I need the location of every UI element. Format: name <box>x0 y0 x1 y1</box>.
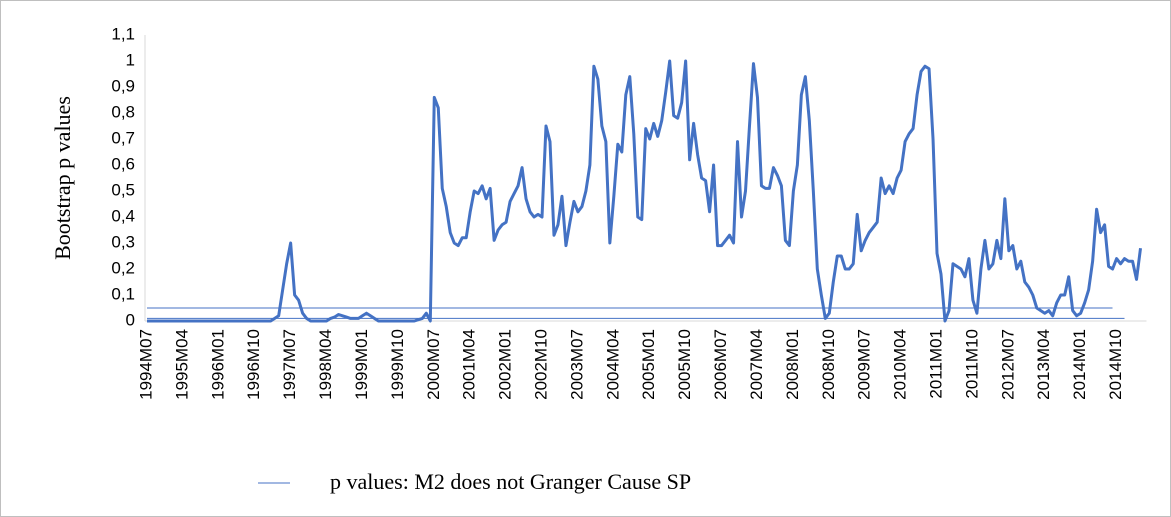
y-tick-label: 0 <box>126 310 135 329</box>
x-tick-label: 1996M01 <box>208 329 227 400</box>
y-tick-label: 0,4 <box>111 206 135 225</box>
x-tick-label: 2012M07 <box>998 329 1017 400</box>
legend-label: p values: M2 does not Granger Cause SP <box>330 469 691 494</box>
x-tick-label: 2000M07 <box>424 329 443 400</box>
x-tick-label: 2005M10 <box>675 329 694 400</box>
x-tick-label: 2014M01 <box>1070 329 1089 400</box>
x-tick-label: 2013M04 <box>1034 329 1053 400</box>
y-axis-title: Bootstrap p values <box>50 96 75 260</box>
y-tick-label: 0,6 <box>111 154 135 173</box>
y-tick-label: 0,7 <box>111 128 135 147</box>
data-line <box>147 59 1142 323</box>
x-tick-label: 1998M04 <box>316 329 335 400</box>
y-tick-label: 0,9 <box>111 76 135 95</box>
x-tick-label: 1994M07 <box>136 329 155 400</box>
x-tick-label: 1997M07 <box>280 329 299 400</box>
x-tick-label: 1999M10 <box>388 329 407 400</box>
x-tick-label: 2007M04 <box>747 329 766 400</box>
x-tick-label: 1999M01 <box>352 329 371 400</box>
x-tick-label: 1995M04 <box>172 329 191 400</box>
x-tick-label: 1996M10 <box>244 329 263 400</box>
x-tick-label: 2011M01 <box>927 329 946 399</box>
y-tick-label: 1 <box>126 50 135 69</box>
y-tick-label: 0,5 <box>111 180 135 199</box>
x-tick-label: 2006M07 <box>711 329 730 400</box>
x-tick-label: 2008M10 <box>819 329 838 400</box>
y-tick-label: 1,1 <box>111 24 135 43</box>
y-tick-label: 0,2 <box>111 258 135 277</box>
y-tick-label: 0,3 <box>111 232 135 251</box>
x-tick-label: 2004M04 <box>603 329 622 400</box>
y-tick-label: 0,1 <box>111 284 135 303</box>
x-tick-label: 2001M04 <box>460 329 479 400</box>
x-tick-label: 2009M07 <box>855 329 874 400</box>
x-tick-label: 2010M04 <box>891 329 910 400</box>
x-tick-label: 2003M07 <box>567 329 586 400</box>
x-tick-label: 2014M10 <box>1106 329 1125 400</box>
x-tick-label: 2011M10 <box>962 329 981 399</box>
y-tick-label: 0,8 <box>111 102 135 121</box>
x-tick-label: 2008M01 <box>783 329 802 400</box>
x-tick-label: 2005M01 <box>639 329 658 400</box>
x-tick-label: 2002M01 <box>496 329 515 400</box>
x-tick-label: 2002M10 <box>531 329 550 400</box>
